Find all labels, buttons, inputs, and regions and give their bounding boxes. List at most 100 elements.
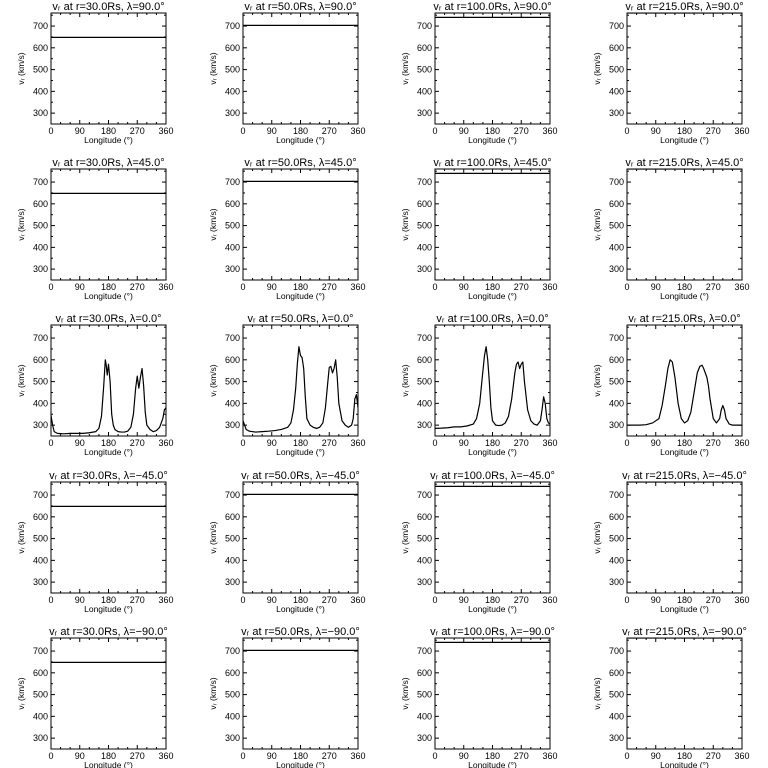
y-axis-label: vᵣ (km/s) — [16, 521, 26, 553]
panel-5-2: vᵣ at r=50.0Rs, λ=−90.0° 0 90 180 270 360 300 4… — [208, 626, 366, 768]
panel-title: vᵣ at r=100.0Rs, λ=0.0° — [436, 313, 548, 325]
x-tick-label: 180 — [677, 751, 692, 761]
y-tick-label: 300 — [225, 108, 240, 118]
y-tick-label: 400 — [609, 86, 624, 96]
panel-3-4: vᵣ at r=215.0Rs, λ=0.0° 0 90 180 270 360 300 40… — [592, 313, 750, 457]
y-tick-label: 600 — [33, 355, 48, 365]
y-tick-label: 700 — [225, 646, 240, 656]
x-tick-label: 270 — [322, 751, 337, 761]
x-tick-label: 0 — [432, 126, 437, 136]
x-tick-label: 180 — [677, 126, 692, 136]
y-axis-label: vᵣ (km/s) — [400, 52, 410, 84]
y-tick-label: 700 — [33, 333, 48, 343]
y-axis-label: vᵣ (km/s) — [400, 208, 410, 240]
plot-frame — [50, 12, 167, 125]
panel-4-4: vᵣ at r=215.0Rs, λ=−45.0° 0 90 180 270 360 300… — [592, 470, 750, 614]
panel-2-1: vᵣ at r=30.0Rs, λ=45.0° 0 90 180 270 360 300 40… — [16, 157, 174, 301]
x-tick-label: 360 — [350, 126, 365, 136]
y-tick-label: 700 — [609, 646, 624, 656]
plot-frame — [50, 637, 167, 750]
x-tick-label: 90 — [75, 282, 85, 292]
y-axis-label: vᵣ (km/s) — [400, 677, 410, 709]
x-tick-label: 360 — [158, 751, 173, 761]
panel-2-3: vᵣ at r=100.0Rs, λ=45.0° 0 90 180 270 360 300 4… — [400, 157, 558, 301]
x-tick-label: 180 — [677, 438, 692, 448]
plot-frame — [50, 324, 167, 437]
y-tick-label: 300 — [33, 733, 48, 743]
y-tick-label: 700 — [609, 177, 624, 187]
x-axis-label: Longitude (°) — [660, 447, 709, 457]
y-tick-label: 700 — [33, 177, 48, 187]
plot-frame — [626, 168, 743, 281]
y-tick-label: 500 — [417, 221, 432, 231]
x-tick-label: 0 — [624, 282, 629, 292]
x-tick-label: 0 — [240, 595, 245, 605]
y-tick-label: 400 — [417, 398, 432, 408]
y-tick-label: 700 — [417, 333, 432, 343]
panel-title: vᵣ at r=100.0Rs, λ=−90.0° — [430, 626, 555, 638]
x-tick-label: 180 — [101, 126, 116, 136]
y-tick-label: 600 — [33, 668, 48, 678]
panel-title: vᵣ at r=30.0Rs, λ=−45.0° — [49, 470, 168, 482]
y-tick-label: 400 — [609, 242, 624, 252]
panel-2-2: vᵣ at r=50.0Rs, λ=45.0° 0 90 180 270 360 300 40… — [208, 157, 366, 301]
x-tick-label: 90 — [651, 438, 661, 448]
y-tick-label: 400 — [225, 398, 240, 408]
y-tick-label: 300 — [609, 577, 624, 587]
y-tick-label: 400 — [609, 711, 624, 721]
y-axis-label: vᵣ (km/s) — [400, 521, 410, 553]
x-tick-label: 270 — [706, 438, 721, 448]
x-tick-label: 0 — [48, 438, 53, 448]
panel-title: vᵣ at r=215.0Rs, λ=45.0° — [625, 157, 743, 169]
x-tick-label: 180 — [293, 282, 308, 292]
x-tick-label: 0 — [240, 126, 245, 136]
y-tick-label: 600 — [609, 43, 624, 53]
y-axis-label: vᵣ (km/s) — [16, 52, 26, 84]
plot-frame — [242, 481, 359, 594]
x-tick-label: 270 — [514, 595, 529, 605]
x-tick-label: 270 — [130, 595, 145, 605]
x-tick-label: 180 — [293, 126, 308, 136]
x-tick-label: 360 — [734, 595, 749, 605]
y-axis-label: vᵣ (km/s) — [16, 364, 26, 396]
x-axis-label: Longitude (°) — [84, 760, 133, 768]
y-tick-label: 500 — [417, 377, 432, 387]
x-axis-label: Longitude (°) — [660, 291, 709, 301]
x-tick-label: 90 — [75, 751, 85, 761]
y-tick-label: 700 — [33, 646, 48, 656]
y-tick-label: 300 — [225, 420, 240, 430]
y-tick-label: 300 — [609, 108, 624, 118]
x-axis-label: Longitude (°) — [276, 135, 325, 145]
x-tick-label: 360 — [350, 282, 365, 292]
plot-frame — [626, 12, 743, 125]
x-tick-label: 0 — [432, 438, 437, 448]
y-tick-label: 400 — [417, 86, 432, 96]
x-tick-label: 180 — [101, 751, 116, 761]
x-tick-label: 90 — [651, 126, 661, 136]
plot-frame — [434, 481, 551, 594]
x-tick-label: 270 — [322, 282, 337, 292]
x-tick-label: 180 — [293, 438, 308, 448]
y-axis-label: vᵣ (km/s) — [16, 208, 26, 240]
y-tick-label: 600 — [225, 668, 240, 678]
x-tick-label: 180 — [101, 438, 116, 448]
x-tick-label: 180 — [485, 595, 500, 605]
x-tick-label: 180 — [677, 595, 692, 605]
x-tick-label: 270 — [130, 438, 145, 448]
panel-4-3: vᵣ at r=100.0Rs, λ=−45.0° 0 90 180 270 360 300… — [400, 470, 558, 614]
panel-title: vᵣ at r=30.0Rs, λ=−90.0° — [49, 626, 168, 638]
y-tick-label: 500 — [33, 221, 48, 231]
panel-title: vᵣ at r=100.0Rs, λ=90.0° — [433, 1, 551, 13]
x-tick-label: 360 — [542, 126, 557, 136]
x-tick-label: 270 — [322, 438, 337, 448]
x-tick-label: 360 — [350, 595, 365, 605]
panel-1-3: vᵣ at r=100.0Rs, λ=90.0° 0 90 180 270 360 300 4… — [400, 1, 558, 145]
y-tick-label: 400 — [33, 555, 48, 565]
x-tick-label: 0 — [432, 751, 437, 761]
x-axis-label: Longitude (°) — [468, 447, 517, 457]
y-tick-label: 600 — [225, 43, 240, 53]
x-tick-label: 0 — [624, 438, 629, 448]
y-axis-label: vᵣ (km/s) — [208, 521, 218, 553]
x-tick-label: 0 — [624, 751, 629, 761]
data-series-line — [51, 359, 166, 435]
